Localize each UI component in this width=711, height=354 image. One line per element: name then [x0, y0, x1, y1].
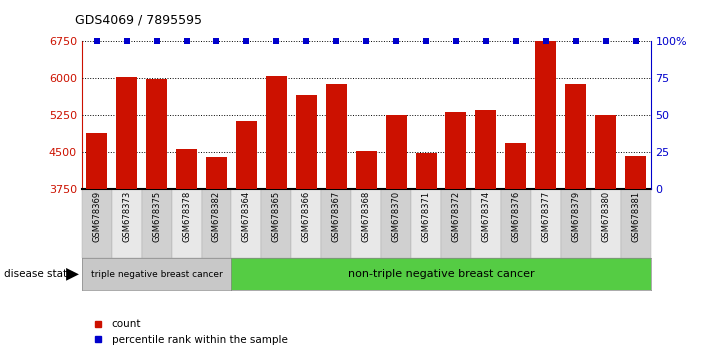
Bar [146, 79, 167, 189]
Bar [326, 84, 347, 189]
Bar [206, 157, 227, 189]
Legend: count, percentile rank within the sample: count, percentile rank within the sample [83, 315, 292, 349]
Bar [86, 133, 107, 189]
Bar [565, 84, 586, 189]
Bar [415, 153, 437, 189]
Bar [236, 121, 257, 189]
Text: triple negative breast cancer: triple negative breast cancer [91, 270, 223, 279]
Bar [266, 76, 287, 189]
Text: disease state: disease state [4, 269, 73, 279]
Text: GDS4069 / 7895595: GDS4069 / 7895595 [75, 13, 202, 27]
Bar [446, 112, 466, 189]
Bar [356, 151, 377, 189]
Bar [535, 41, 556, 189]
Bar [595, 115, 616, 189]
Bar [116, 78, 137, 189]
Bar [385, 115, 407, 189]
Text: non-triple negative breast cancer: non-triple negative breast cancer [348, 269, 535, 279]
Bar [296, 95, 317, 189]
Bar [625, 156, 646, 189]
Bar [476, 110, 496, 189]
Bar [506, 143, 526, 189]
Bar [176, 149, 197, 189]
